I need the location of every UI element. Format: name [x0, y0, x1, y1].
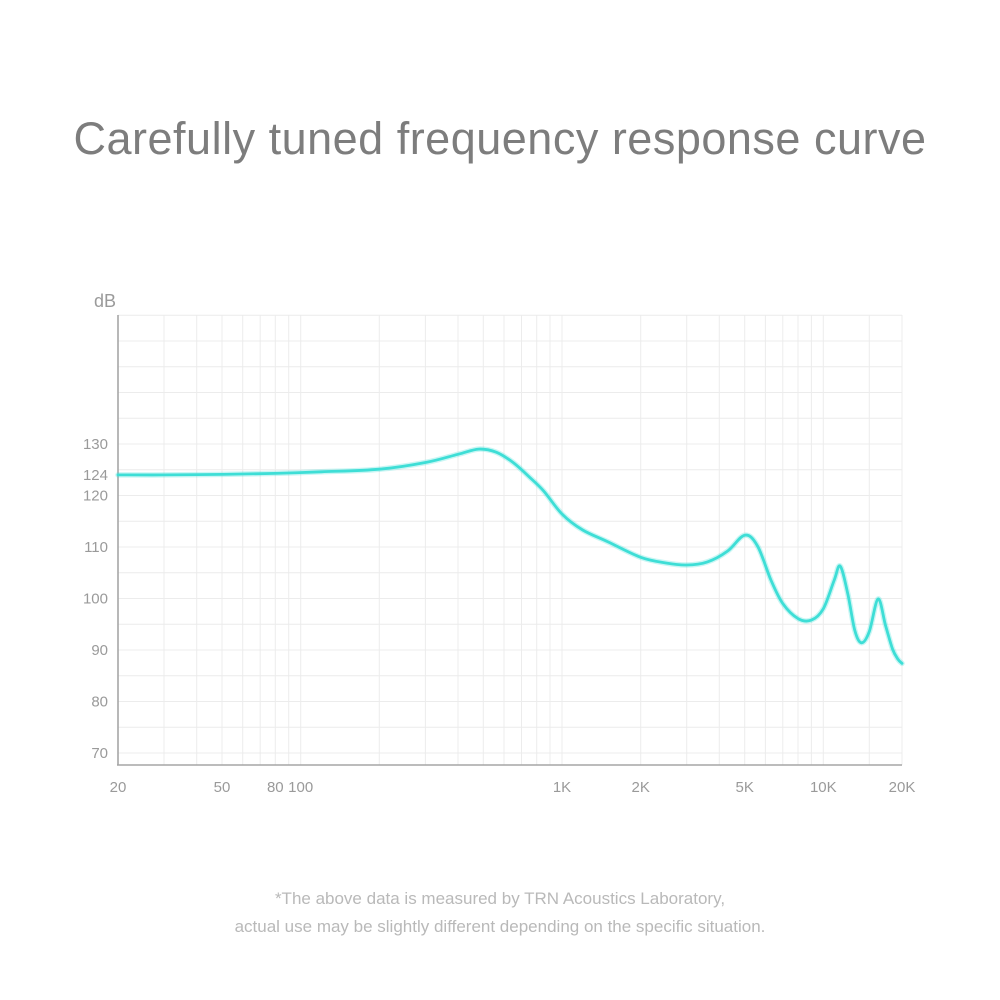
x-tick-label-2K: 2K [632, 779, 650, 796]
y-tick-label-100: 100 [83, 591, 108, 608]
x-tick-label-10K: 10K [810, 779, 837, 796]
y-tick-label-120: 120 [83, 488, 108, 505]
x-tick-label-20: 20 [110, 779, 127, 796]
y-tick-label-124: 124 [83, 467, 108, 484]
page-title: Carefully tuned frequency response curve [73, 113, 927, 164]
footnote-line-2: actual use may be slightly different dep… [234, 917, 766, 936]
y-tick-label-80: 80 [91, 694, 108, 711]
y-axis-unit-label: dB [93, 291, 116, 311]
footnote-line-1: *The above data is measured by TRN Acous… [274, 889, 726, 908]
x-tick-label-5K: 5K [736, 779, 754, 796]
response-curve-glow [115, 446, 905, 667]
x-tick-label-50: 50 [214, 779, 231, 796]
y-tick-label-110: 110 [84, 539, 108, 556]
response-curve [116, 447, 904, 665]
x-tick-label-80: 80 [267, 779, 284, 796]
footnote: *The above data is measured by TRN Acous… [0, 885, 1000, 941]
y-tick-label-130: 130 [83, 436, 108, 453]
x-tick-label-100: 100 [288, 779, 313, 796]
y-tick-label-70: 70 [91, 745, 108, 762]
x-tick-label-20K: 20K [889, 779, 916, 796]
x-tick-label-1K: 1K [553, 779, 571, 796]
y-tick-label-90: 90 [91, 642, 108, 659]
